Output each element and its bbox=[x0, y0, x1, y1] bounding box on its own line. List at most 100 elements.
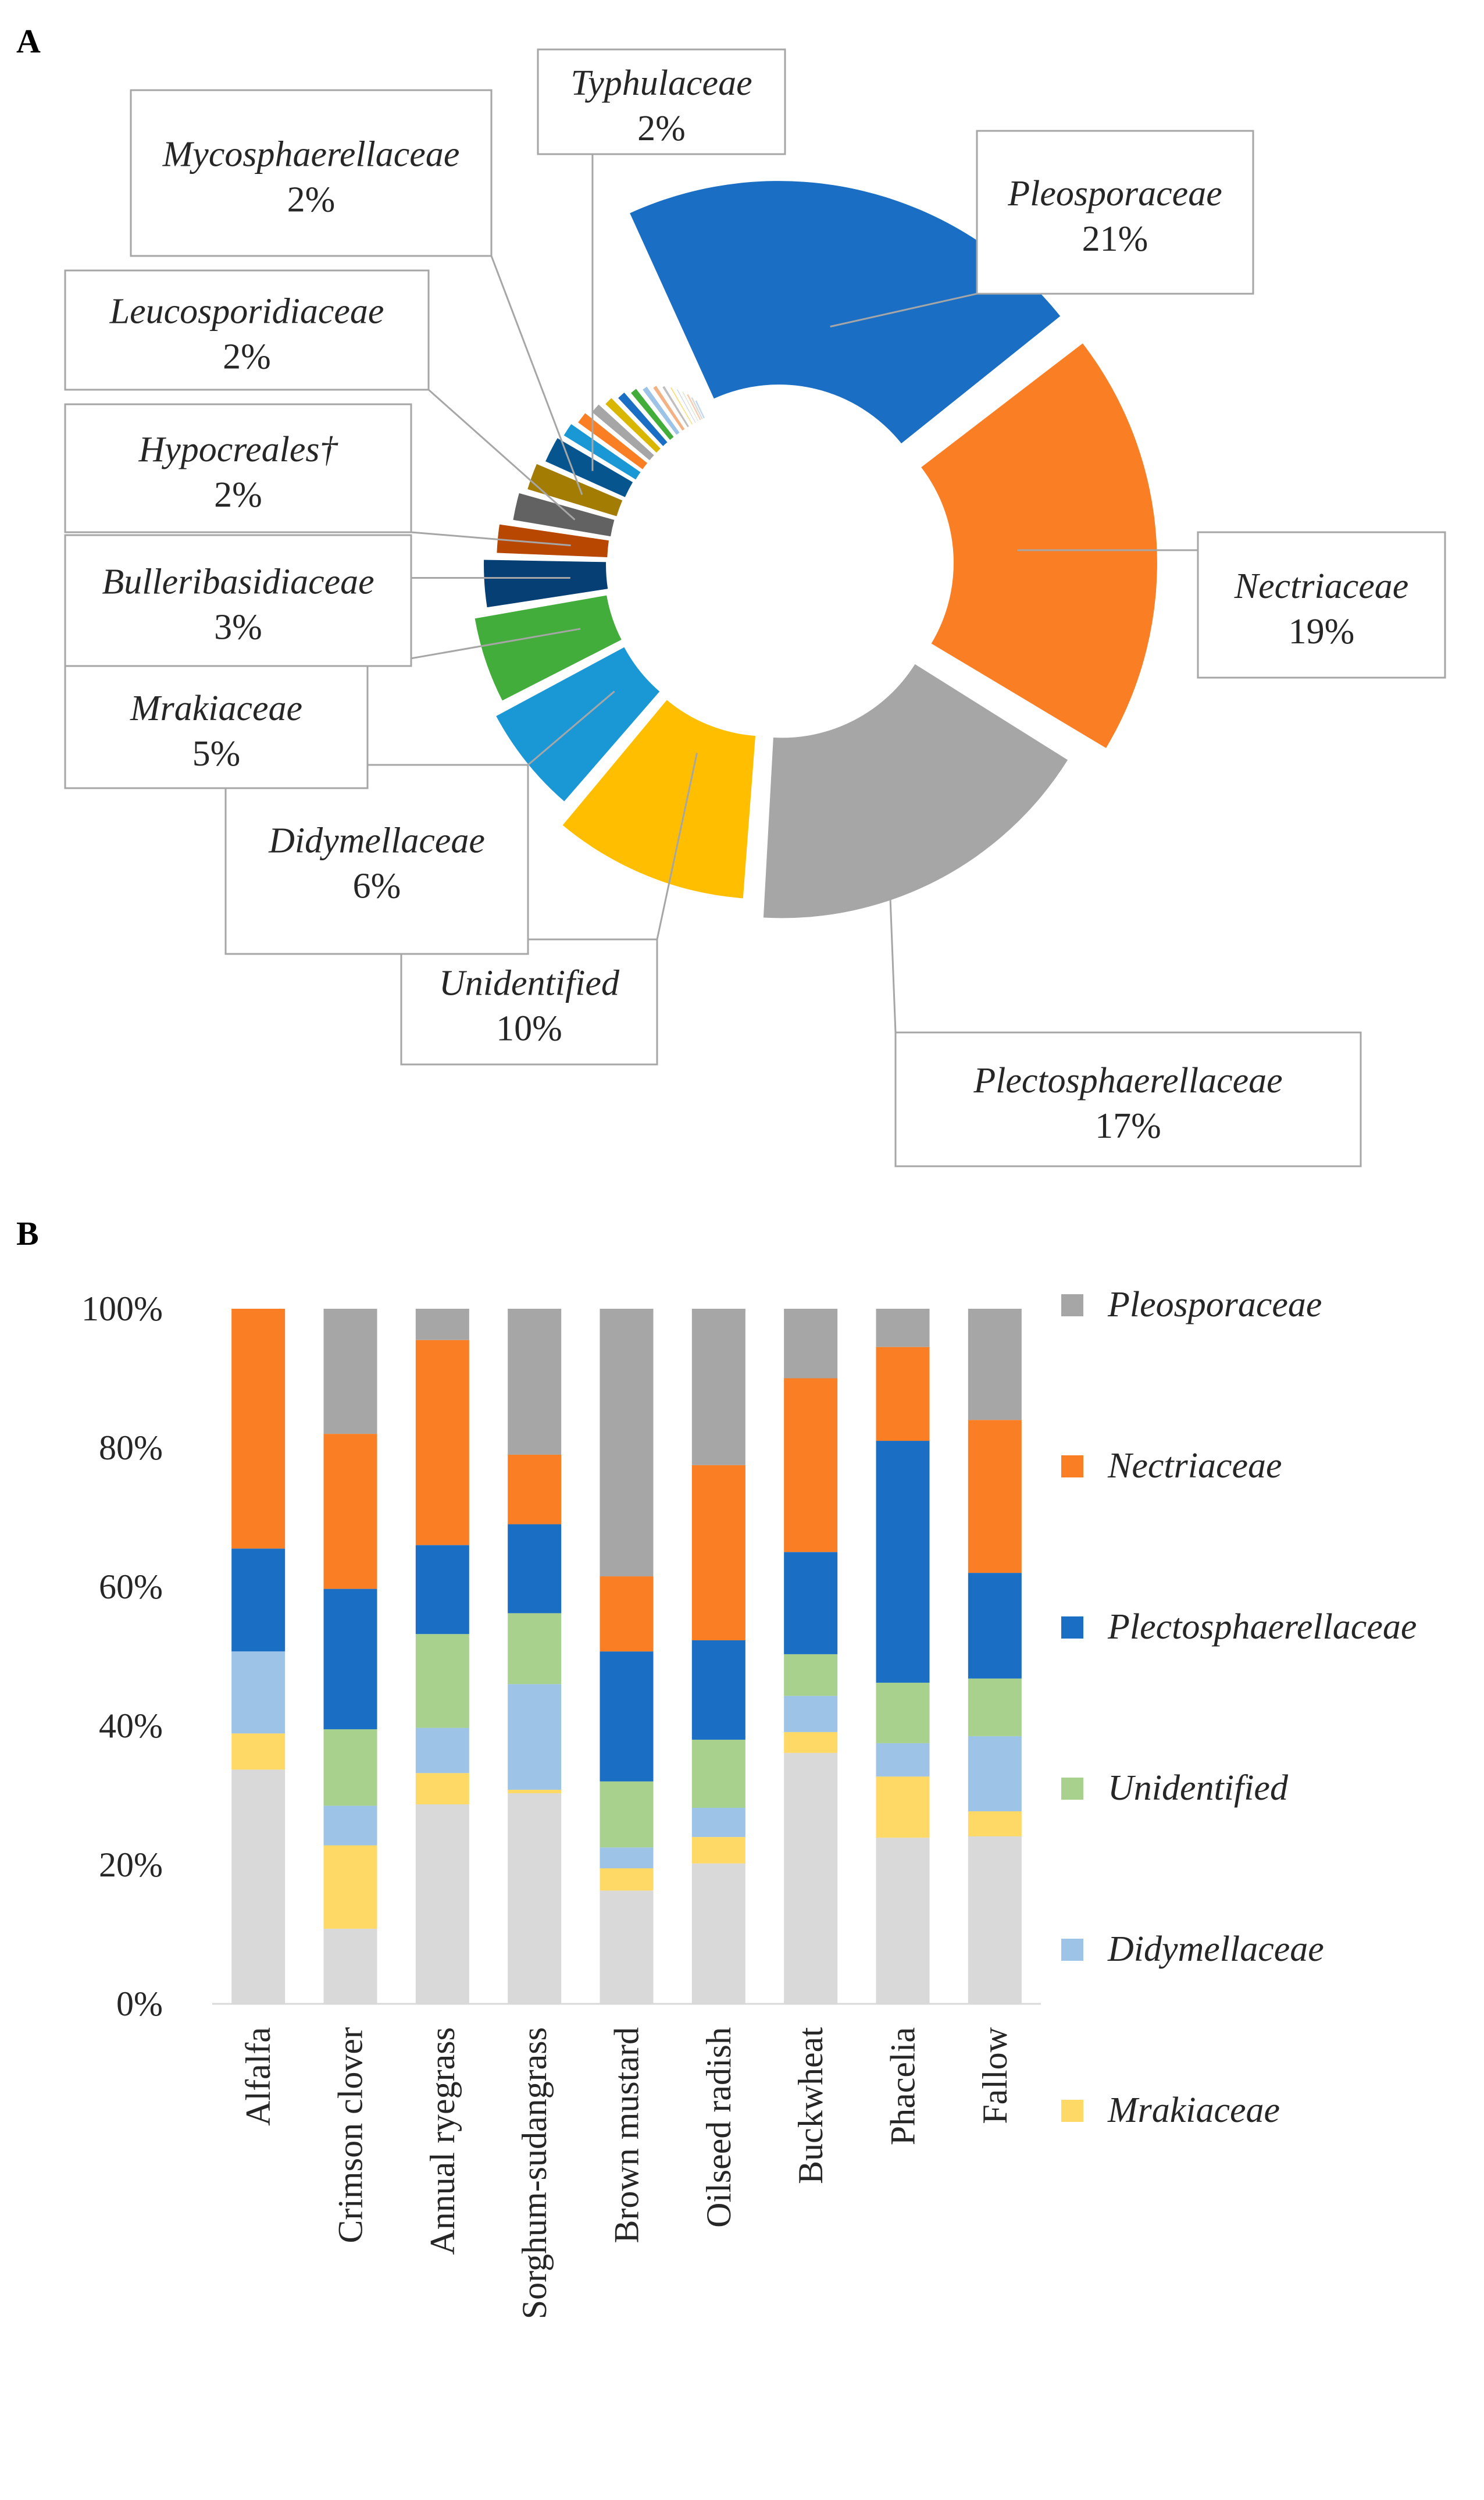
callout-leucosporidiaceae: Leucosporidiaceae 2% bbox=[64, 269, 576, 521]
bar-segment-other bbox=[691, 1863, 745, 2004]
legend-label: Plectosphaerellaceae bbox=[1107, 1607, 1417, 1647]
bar-segment-unidentified bbox=[508, 1613, 562, 1685]
bar-segment-didymellaceae bbox=[968, 1736, 1022, 1811]
bar-segment-pleosporaceae bbox=[876, 1309, 930, 1347]
slice-minor-11 bbox=[563, 424, 641, 480]
slice-minor-20 bbox=[670, 387, 693, 425]
bar-alfalfa bbox=[231, 1309, 286, 2004]
bar-segment-nectriaceae bbox=[415, 1340, 469, 1545]
bar-segment-plectosphaerellaceae bbox=[231, 1548, 286, 1652]
bar-segment-didymellaceae bbox=[415, 1728, 469, 1773]
slice-minor-16 bbox=[631, 389, 674, 440]
bar-segment-other bbox=[968, 1836, 1022, 2004]
legend-swatch bbox=[1061, 1616, 1083, 1639]
bar-segment-nectriaceae bbox=[231, 1309, 286, 1549]
bar-segment-didymellaceae bbox=[231, 1651, 286, 1734]
bar-segment-nectriaceae bbox=[784, 1378, 838, 1552]
callout-name: Mycosphaerellaceae bbox=[162, 135, 460, 174]
legend-swatch bbox=[1061, 1939, 1083, 1961]
callout-leader bbox=[830, 293, 978, 327]
callout-box bbox=[64, 269, 430, 391]
y-tick-label: 80% bbox=[99, 1429, 163, 1467]
callout-leader bbox=[527, 690, 615, 766]
bar-segment-unidentified bbox=[600, 1781, 654, 1848]
callout-mycosphaerellaceae: Mycosphaerellaceae 2% bbox=[130, 89, 583, 496]
panel-b-letter: B bbox=[16, 1215, 39, 1252]
legend-label: Nectriaceae bbox=[1107, 1446, 1282, 1486]
bar-segment-pleosporaceae bbox=[508, 1309, 562, 1455]
bar-segment-pleosporaceae bbox=[784, 1309, 838, 1379]
y-tick-label: 100% bbox=[81, 1290, 163, 1328]
bar-segment-plectosphaerellaceae bbox=[968, 1573, 1022, 1679]
bar-segment-mrakiaceae bbox=[323, 1845, 377, 1929]
legend-item-didymellaceae: Didymellaceae bbox=[1061, 1929, 1324, 1969]
category-label: Oilseed radish bbox=[700, 2027, 738, 2228]
callout-percent: 2% bbox=[223, 337, 271, 377]
bar-segment-nectriaceae bbox=[968, 1420, 1022, 1573]
legend-item-mrakiaceae: Mrakiaceae bbox=[1061, 2091, 1280, 2130]
callout-nectriaceae: Nectriaceae 19% bbox=[1017, 531, 1446, 679]
legend-swatch bbox=[1061, 1294, 1083, 1316]
legend-item-plectosphaerellaceae: Plectosphaerellaceae bbox=[1061, 1607, 1417, 1647]
callout-name: Typhulaceae bbox=[570, 63, 752, 103]
y-tick-label: 40% bbox=[99, 1707, 163, 1745]
bar-segment-pleosporaceae bbox=[600, 1309, 654, 1577]
callout-percent: 6% bbox=[353, 867, 401, 906]
y-tick-labels: 0% 20% 40% 60% 80% 100% bbox=[81, 1290, 163, 2023]
slice-hypocreales bbox=[497, 524, 609, 557]
callout-box bbox=[894, 1031, 1362, 1167]
bar-brown-mustard bbox=[600, 1309, 654, 2004]
callout-name: Unidentified bbox=[439, 964, 620, 1003]
callout-name: Leucosporidiaceae bbox=[109, 292, 384, 332]
bar-segment-didymellaceae bbox=[784, 1696, 838, 1732]
category-label: Alfalfa bbox=[239, 2027, 277, 2126]
bar-segment-plectosphaerellaceae bbox=[691, 1640, 745, 1740]
callout-name: Nectriaceae bbox=[1234, 567, 1409, 606]
bar-segment-unidentified bbox=[876, 1682, 930, 1743]
bar-segment-didymellaceae bbox=[600, 1847, 654, 1868]
bar-segment-plectosphaerellaceae bbox=[876, 1441, 930, 1683]
bar-buckwheat bbox=[784, 1309, 838, 2004]
slice-unidentified bbox=[562, 700, 756, 899]
callout-name: Plectosphaerellaceae bbox=[973, 1061, 1282, 1101]
legend-label: Didymellaceae bbox=[1107, 1929, 1324, 1969]
donut-chart: Pleosporaceae 21% Nectriaceae 19% Plectospha… bbox=[64, 48, 1446, 1167]
slice-bulleribasidiaceae bbox=[484, 560, 608, 608]
slice-minor-18 bbox=[653, 386, 685, 431]
callout-box bbox=[1197, 531, 1446, 679]
stacked-bar-chart: 0% 20% 40% 60% 80% 100% Alfalfa Crimson clover… bbox=[81, 1285, 1417, 2319]
callout-leader bbox=[884, 781, 897, 1033]
bar-segment-other bbox=[784, 1753, 838, 2004]
category-label: Phacelia bbox=[884, 2027, 922, 2145]
legend-label: Unidentified bbox=[1108, 1768, 1289, 1808]
bar-segment-nectriaceae bbox=[323, 1434, 377, 1589]
bar-segment-didymellaceae bbox=[876, 1743, 930, 1777]
callout-percent: 2% bbox=[287, 180, 336, 220]
panel-a-letter: A bbox=[16, 22, 41, 60]
bar-oilseed-radish bbox=[691, 1309, 745, 2004]
slice-plectosphaerellaceae bbox=[763, 664, 1068, 918]
bar-segment-nectriaceae bbox=[508, 1454, 562, 1525]
y-tick-label: 0% bbox=[116, 1985, 163, 2023]
callout-box bbox=[64, 534, 412, 667]
callout-unidentified: Unidentified 10% bbox=[400, 753, 698, 1066]
slice-minor-15 bbox=[618, 392, 668, 446]
bar-segment-unidentified bbox=[415, 1634, 469, 1728]
bar-segment-mrakiaceae bbox=[508, 1789, 562, 1793]
legend-item-unidentified: Unidentified bbox=[1061, 1768, 1289, 1808]
slice-minor-14 bbox=[605, 398, 661, 453]
bar-segment-didymellaceae bbox=[323, 1805, 377, 1846]
bar-segment-mrakiaceae bbox=[231, 1733, 286, 1770]
callout-pleosporaceae: Pleosporaceae 21% bbox=[830, 130, 1254, 327]
slice-minor-24 bbox=[691, 397, 703, 419]
legend: Pleosporaceae Nectriaceae Plectosphaerella… bbox=[1061, 1285, 1417, 2130]
bar-segment-other bbox=[600, 1890, 654, 2004]
bar-segment-unidentified bbox=[784, 1654, 838, 1696]
slice-typhulaceae bbox=[545, 438, 633, 497]
callout-leader bbox=[490, 255, 583, 496]
callout-percent: 21% bbox=[1082, 219, 1148, 259]
bar-segment-nectriaceae bbox=[876, 1347, 930, 1441]
bar-segment-pleosporaceae bbox=[968, 1309, 1022, 1420]
bar-segment-mrakiaceae bbox=[968, 1811, 1022, 1837]
donut-slices bbox=[475, 181, 1157, 918]
